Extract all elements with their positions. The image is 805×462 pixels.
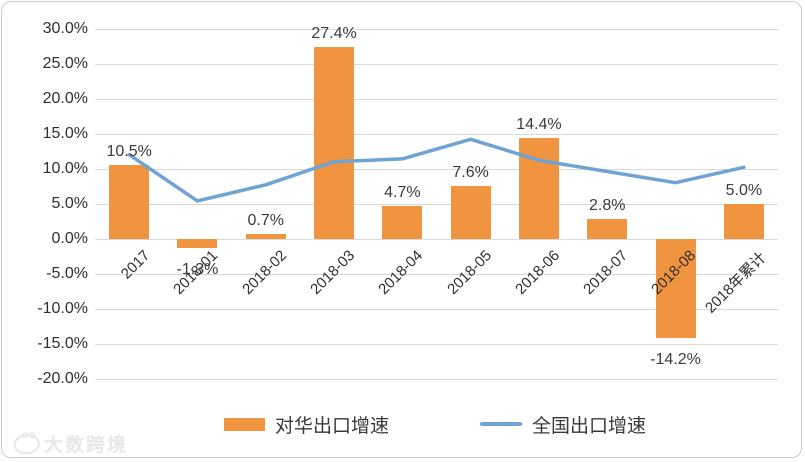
y-tick-label: 30.0% — [42, 19, 88, 37]
line-series-swatch-icon — [480, 422, 522, 426]
gridline — [95, 63, 778, 65]
bar-2018-04 — [382, 205, 423, 239]
gridline — [95, 203, 778, 205]
gridline — [95, 98, 778, 100]
gridline — [95, 133, 778, 135]
bar-2017 — [109, 165, 150, 239]
data-label-2018-01: -1.3% — [176, 260, 219, 278]
data-label-2018年累计: 5.0% — [725, 181, 763, 199]
x-category-label: 2017 — [117, 246, 154, 283]
watermark-text: 大数跨境 — [44, 435, 129, 456]
bar-2018-07 — [587, 219, 628, 239]
gridline — [95, 238, 778, 240]
data-label-2018-05: 7.6% — [452, 163, 489, 181]
y-tick-label: -15.0% — [37, 334, 88, 352]
bar-2018年累计 — [723, 203, 764, 239]
x-category-label: 2018-07 — [580, 246, 632, 298]
data-label-2017: 10.5% — [106, 143, 152, 161]
y-tick-label: -5.0% — [46, 264, 88, 282]
data-label-2018-02: 0.7% — [247, 211, 284, 229]
bar-2018-06 — [518, 137, 559, 239]
y-tick-label: 5.0% — [51, 194, 88, 212]
data-label-2018-04: 4.7% — [384, 183, 421, 201]
bar-series-swatch-icon — [224, 417, 265, 431]
x-category-label: 2018-03 — [307, 246, 359, 298]
y-tick-label: 25.0% — [42, 54, 88, 72]
gridline — [95, 273, 778, 275]
gridline — [95, 308, 778, 310]
x-category-label: 2018-02 — [238, 246, 290, 298]
bar-2018-01 — [177, 238, 218, 248]
y-tick-label: 10.0% — [42, 159, 88, 177]
legend-label-line-series: 全国出口增速 — [532, 415, 647, 437]
bar-2018-08 — [655, 238, 696, 339]
gridline — [95, 28, 778, 30]
y-tick-label: 15.0% — [42, 124, 88, 142]
x-category-label: 2018-05 — [443, 246, 495, 298]
bar-2018-03 — [314, 46, 355, 239]
gridline — [95, 378, 778, 380]
y-tick-label: -10.0% — [37, 299, 88, 317]
bar-2018-02 — [245, 233, 286, 239]
data-label-2018-07: 2.8% — [589, 197, 626, 215]
y-tick-label: 20.0% — [42, 89, 88, 107]
y-tick-label: -20.0% — [37, 369, 88, 387]
gridline — [95, 343, 778, 345]
legend-item-bar-series: 对华出口增速 — [224, 412, 390, 437]
bar-2018-05 — [450, 185, 491, 239]
data-label-2018-03: 27.4% — [311, 24, 357, 42]
watermark: 大数跨境 — [14, 429, 129, 457]
x-category-label: 2018-06 — [512, 246, 563, 298]
data-label-2018-06: 14.4% — [516, 115, 562, 133]
data-label-2018-08: -14.2% — [650, 351, 701, 369]
legend-label-bar-series: 对华出口增速 — [275, 415, 390, 437]
y-tick-label: 0.0% — [51, 229, 88, 247]
x-category-label: 2018年累计 — [702, 248, 770, 317]
legend-item-line-series: 全国出口增速 — [480, 412, 647, 437]
x-category-label: 2018-04 — [375, 246, 427, 298]
watermark-logo-icon — [14, 429, 40, 454]
